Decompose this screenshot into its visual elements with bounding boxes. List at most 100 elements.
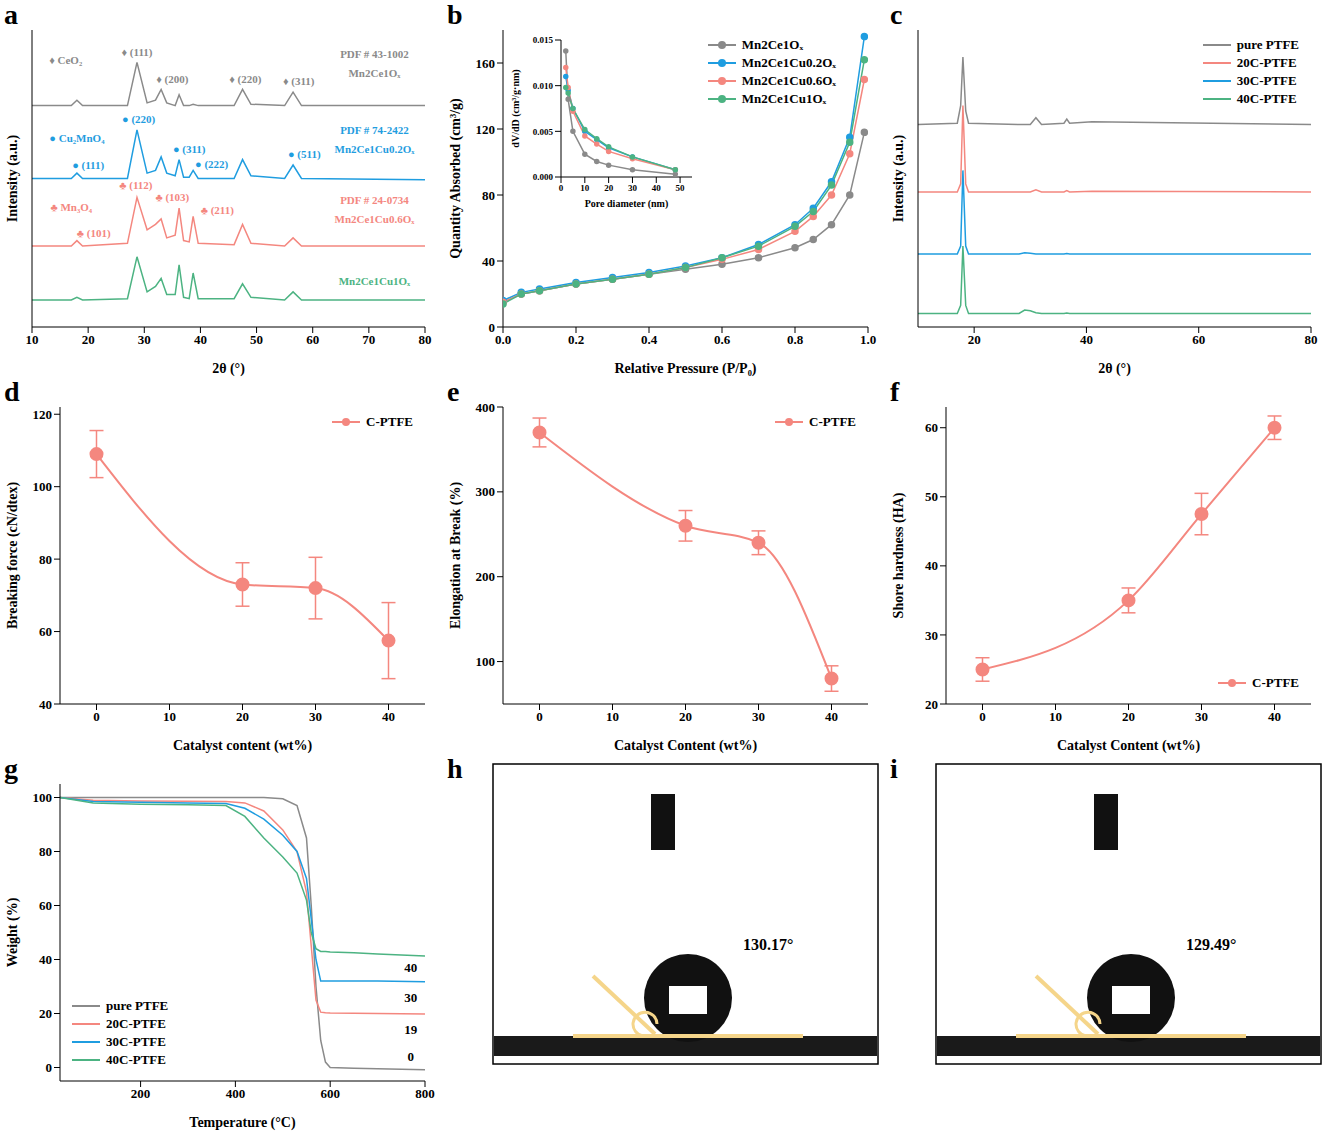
svg-text:0.0: 0.0 [495,332,511,347]
svg-text:120: 120 [33,407,53,422]
svg-text:400: 400 [226,1086,246,1101]
svg-text:40: 40 [39,952,52,967]
svg-text:♣ (103): ♣ (103) [155,191,189,204]
svg-text:Intensity (a.u.): Intensity (a.u.) [891,134,907,222]
svg-text:0.010: 0.010 [533,81,554,91]
svg-text:● (222): ● (222) [195,158,229,171]
svg-text:200: 200 [131,1086,151,1101]
svg-text:Elongation at Break (%): Elongation at Break (%) [448,482,464,629]
svg-text:130.17°: 130.17° [743,936,793,953]
svg-text:Relative Pressure (P/P₀): Relative Pressure (P/P₀) [614,361,756,377]
svg-text:0.6: 0.6 [714,332,731,347]
svg-text:Temperature (°C): Temperature (°C) [189,1115,296,1131]
svg-text:10: 10 [163,709,176,724]
svg-text:50: 50 [676,183,686,193]
svg-text:40: 40 [825,709,838,724]
svg-text:60: 60 [39,624,52,639]
svg-text:0.015: 0.015 [533,35,554,45]
svg-text:0.4: 0.4 [641,332,658,347]
svg-text:0: 0 [559,183,564,193]
svg-text:120: 120 [476,122,496,137]
svg-text:PDF # 43-1002: PDF # 43-1002 [340,48,409,60]
svg-text:40: 40 [652,183,662,193]
svg-text:70: 70 [362,332,375,347]
svg-text:Mn2Ce1Cu0.2Oₓ: Mn2Ce1Cu0.2Oₓ [335,143,416,155]
svg-text:10: 10 [1049,709,1062,724]
svg-text:200: 200 [476,569,496,584]
svg-text:0: 0 [979,709,986,724]
svg-text:1.0: 1.0 [860,332,876,347]
svg-text:20: 20 [679,709,692,724]
svg-text:10: 10 [606,709,619,724]
svg-text:40: 40 [404,960,417,975]
svg-text:40: 40 [1268,709,1281,724]
svg-text:dV/dD (cm³/g·nm): dV/dD (cm³/g·nm) [510,69,522,147]
svg-text:Catalyst Content (wt%): Catalyst Content (wt%) [614,738,757,754]
svg-text:80: 80 [419,332,432,347]
svg-text:● (311): ● (311) [173,143,206,156]
svg-text:♦ (311): ♦ (311) [283,75,315,88]
svg-text:80: 80 [1305,332,1318,347]
svg-text:20: 20 [82,332,95,347]
svg-text:0: 0 [536,709,543,724]
svg-text:PDF # 74-2422: PDF # 74-2422 [340,124,409,136]
svg-text:20: 20 [604,183,614,193]
svg-text:30: 30 [404,990,417,1005]
svg-text:Mn2Ce1Cu1Oₓ: Mn2Ce1Cu1Oₓ [339,275,411,287]
svg-text:♣ (101): ♣ (101) [77,227,111,240]
svg-text:0: 0 [489,320,496,335]
svg-text:♦ (111): ♦ (111) [121,46,152,59]
svg-text:40: 40 [482,254,495,269]
svg-text:30: 30 [138,332,151,347]
svg-text:♣ Mn₃O₄: ♣ Mn₃O₄ [50,201,92,213]
svg-text:10: 10 [580,183,590,193]
svg-text:Mn2Ce1Oₓ: Mn2Ce1Oₓ [348,67,401,79]
svg-text:30: 30 [1195,709,1208,724]
svg-text:2θ (°): 2θ (°) [212,361,245,377]
svg-text:40: 40 [39,697,52,712]
svg-text:Catalyst content (wt%): Catalyst content (wt%) [173,738,313,754]
svg-text:Breaking force (cN/dtex): Breaking force (cN/dtex) [5,482,21,630]
svg-text:2θ (°): 2θ (°) [1098,361,1131,377]
svg-text:20: 20 [925,697,938,712]
svg-text:♣ (112): ♣ (112) [119,179,153,192]
svg-text:● Cu₂MnO₄: ● Cu₂MnO₄ [49,132,105,144]
svg-text:0.2: 0.2 [568,332,584,347]
svg-text:80: 80 [39,552,52,567]
svg-text:30: 30 [752,709,765,724]
svg-text:0: 0 [93,709,100,724]
svg-text:♦ (200): ♦ (200) [156,73,189,86]
svg-text:Pore diameter (nm): Pore diameter (nm) [585,198,669,209]
svg-text:20: 20 [39,1006,52,1021]
svg-text:0: 0 [46,1060,53,1075]
svg-text:♦ CeO₂: ♦ CeO₂ [49,54,83,66]
svg-text:Weight (%): Weight (%) [5,897,21,967]
svg-text:Quantity Absorbed (cm³/g): Quantity Absorbed (cm³/g) [448,98,464,259]
svg-text:40: 40 [194,332,207,347]
svg-text:30: 30 [628,183,638,193]
svg-text:Shore hardness (HA): Shore hardness (HA) [891,492,907,618]
svg-text:10: 10 [26,332,39,347]
svg-text:100: 100 [33,790,53,805]
svg-text:60: 60 [1192,332,1205,347]
svg-text:● (220): ● (220) [122,113,156,126]
svg-text:♣ (211): ♣ (211) [201,204,235,217]
svg-text:300: 300 [476,484,496,499]
svg-text:20: 20 [236,709,249,724]
svg-text:● (511): ● (511) [288,148,321,161]
svg-text:● (111): ● (111) [72,159,104,172]
svg-text:40: 40 [925,558,938,573]
svg-text:Catalyst Content (wt%): Catalyst Content (wt%) [1057,738,1200,754]
svg-text:0.005: 0.005 [533,127,554,137]
svg-text:40: 40 [382,709,395,724]
svg-text:600: 600 [320,1086,340,1101]
svg-text:30: 30 [925,628,938,643]
svg-text:50: 50 [250,332,263,347]
svg-text:160: 160 [476,56,496,71]
svg-text:80: 80 [482,188,495,203]
svg-text:♦ (220): ♦ (220) [229,73,262,86]
svg-text:Mn2Ce1Cu0.6Oₓ: Mn2Ce1Cu0.6Oₓ [335,213,416,225]
svg-text:0: 0 [408,1049,415,1064]
svg-text:20: 20 [968,332,981,347]
svg-text:20: 20 [1122,709,1135,724]
